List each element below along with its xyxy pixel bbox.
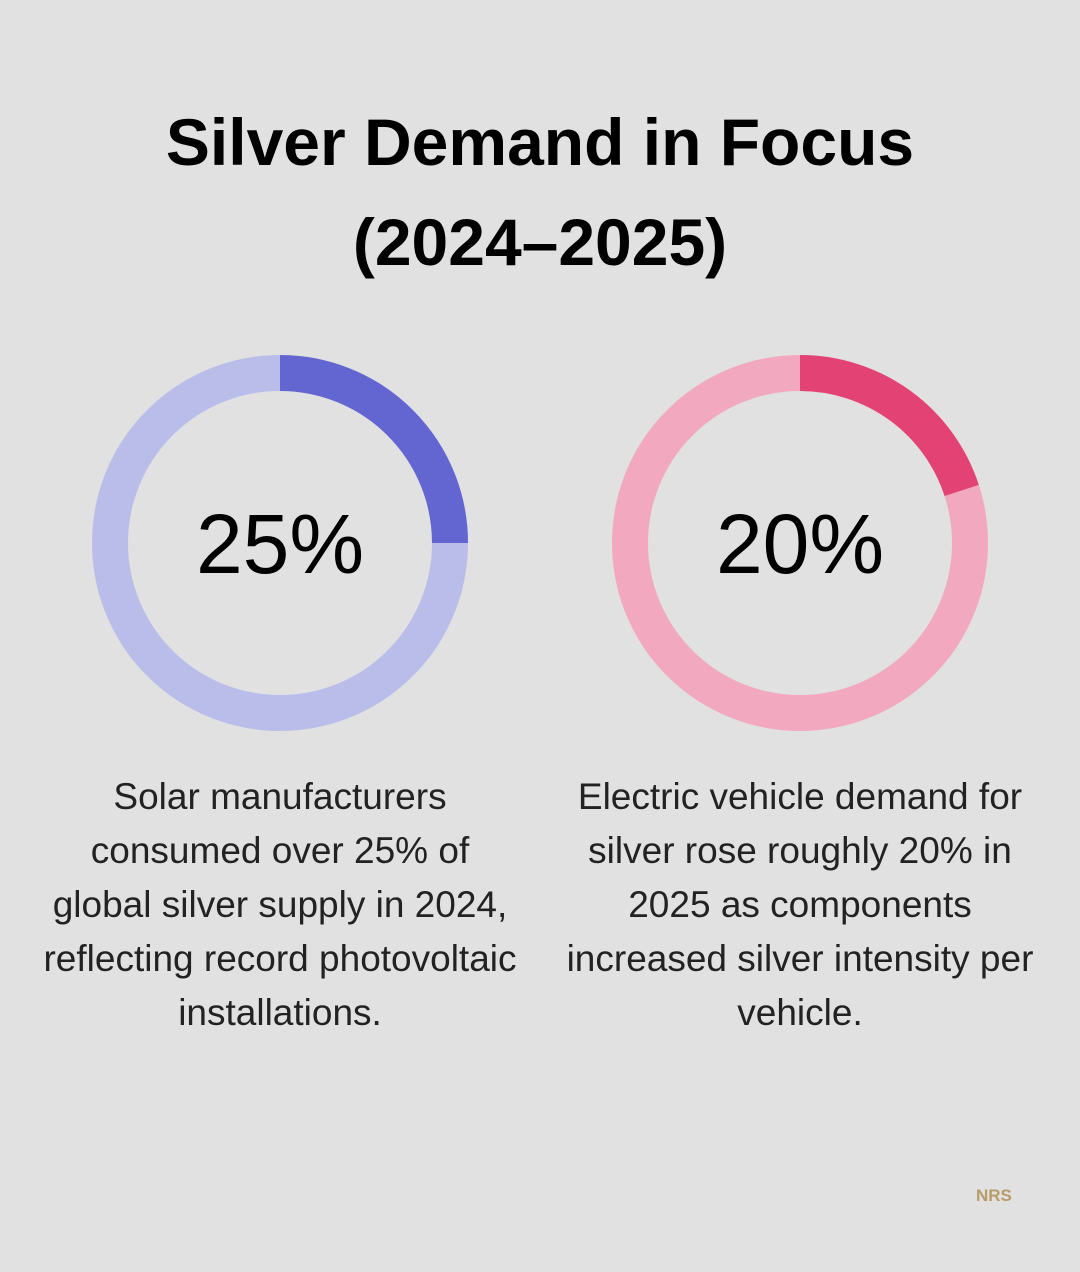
donut-segment xyxy=(279,355,468,544)
title: Silver Demand in Focus (2024–2025) xyxy=(165,105,915,279)
center-label: 20% xyxy=(716,497,884,591)
logo: NRS xyxy=(976,1186,1012,1205)
donut-segment xyxy=(799,355,979,497)
description: Electric vehicle demand for silver rose … xyxy=(566,776,1034,1033)
center-label: 25% xyxy=(196,497,364,591)
description: Solar manufacturers consumed over 25% of… xyxy=(43,776,517,1033)
